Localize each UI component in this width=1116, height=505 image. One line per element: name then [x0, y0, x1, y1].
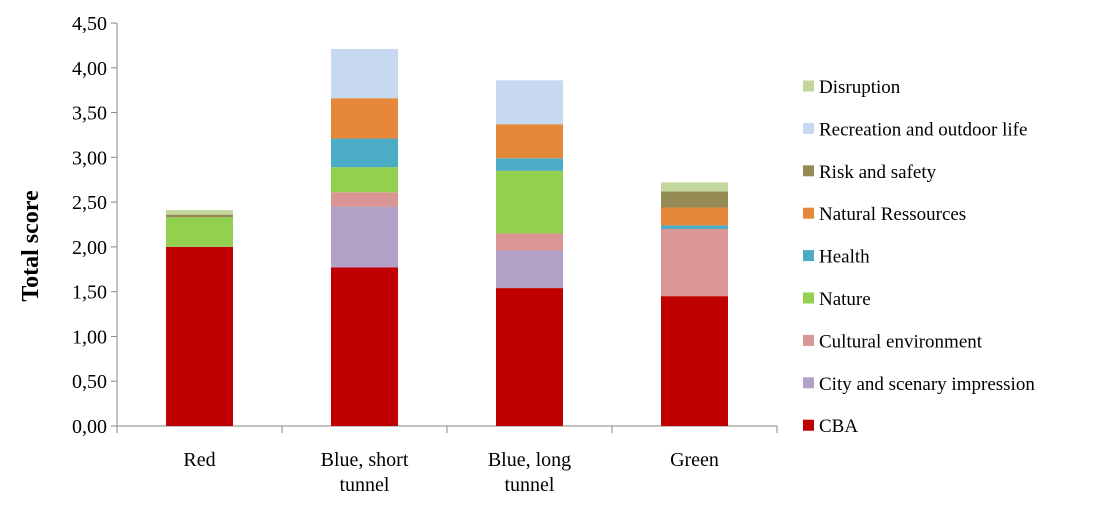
bar-segment: Natural Ressources: 0.45: [331, 98, 398, 139]
legend-swatch: [803, 80, 814, 92]
bar-segment: Natural Ressources: 0.38: [496, 124, 563, 159]
y-tick-label: 4,00: [72, 58, 107, 80]
bar-segment: Risk and safety: 0.18: [661, 191, 728, 208]
bar-segment: Nature: 0.7: [496, 170, 563, 234]
y-tick-labels: 0,00 0,50 1,00 1,50 2,00 2,50 3,00 3,50 4,00 4,50: [72, 13, 107, 438]
legend-item: City and scenary impression: [803, 374, 1035, 395]
bar-segment: CBA: 2: [166, 246, 233, 426]
bar-segment: Disruption: 0.1: [661, 182, 728, 192]
bar-segment: City and scenary impression: 0.42: [496, 250, 563, 289]
x-category-label: Red: [183, 449, 215, 471]
legend-item: Nature: [803, 289, 871, 310]
y-tick-label: 1,00: [72, 326, 107, 348]
y-tick-label: 0,00: [72, 416, 107, 438]
chart-bars: CBA: 2Nature: 0.33Risk and safety: 0.03D…: [166, 48, 728, 426]
bar-segment: Nature: 0.33: [166, 217, 233, 247]
y-tick-label: 0,50: [72, 371, 107, 393]
bar-segment: Recreation and outdoor life: 0.49: [496, 80, 563, 125]
x-category-labels: Red Blue, short tunnel Blue, long tunnel Gree…: [183, 449, 719, 496]
y-tick-label: 2,50: [72, 192, 107, 214]
legend-swatch: [803, 377, 814, 389]
legend-label: Natural Ressources: [819, 204, 966, 225]
chart-legend: Disruption Recreation and outdoor life Ris…: [803, 77, 1035, 437]
y-tick-label: 3,50: [72, 103, 107, 125]
legend-item: Disruption: [803, 77, 901, 98]
bar-segment: Risk and safety: 0.03: [166, 214, 233, 218]
legend-label: Cultural environment: [819, 331, 983, 352]
legend-swatch: [803, 250, 814, 262]
bar-segment: City and scenary impression: 0.68: [331, 206, 398, 268]
legend-label: Health: [819, 247, 870, 268]
legend-item: Health: [803, 247, 870, 268]
legend-swatch: [803, 122, 814, 134]
bar-segment: CBA: 1.77: [331, 267, 398, 426]
legend-label: Risk and safety: [819, 162, 937, 183]
legend-item: CBA: [803, 416, 858, 437]
legend-swatch: [803, 292, 814, 304]
legend-item: Recreation and outdoor life: [803, 119, 1027, 140]
y-tick-label: 3,00: [72, 147, 107, 169]
legend-label: City and scenary impression: [819, 374, 1035, 395]
bar-segment: Nature: 0.28: [331, 167, 398, 193]
legend-swatch: [803, 419, 814, 431]
y-tick-label: 2,00: [72, 237, 107, 259]
legend-item: Risk and safety: [803, 162, 937, 183]
bar-segment: CBA: 1.54: [496, 288, 563, 426]
legend-swatch: [803, 207, 814, 219]
legend-label: Nature: [819, 289, 871, 310]
legend-item: Cultural environment: [803, 331, 983, 352]
bar-segment: Natural Ressources: 0.2: [661, 207, 728, 226]
bar-segment: Disruption: 0.05: [166, 210, 233, 215]
legend-label: Disruption: [819, 77, 901, 98]
legend-label: Recreation and outdoor life: [819, 119, 1027, 140]
y-tick-label: 4,50: [72, 13, 107, 35]
bar-segment: Health: 0.14: [496, 158, 563, 171]
x-category-label: Blue, long tunnel: [488, 449, 571, 496]
y-axis-label: Total score: [18, 190, 44, 302]
legend-item: Natural Ressources: [803, 204, 966, 225]
bar-segment: Health: 0.04: [661, 225, 728, 229]
x-category-label: Blue, short tunnel: [321, 449, 409, 496]
bar-segment: Cultural environment: 0.19: [496, 233, 563, 251]
bar-segment: Health: 0.32: [331, 138, 398, 168]
legend-swatch: [803, 334, 814, 346]
bar-segment: Cultural environment: 0.16: [331, 192, 398, 207]
x-category-label: Green: [670, 449, 719, 471]
bar-segment: Recreation and outdoor life: 0.55: [331, 48, 398, 99]
bar-segment: CBA: 1.45: [661, 296, 728, 426]
legend-swatch: [803, 165, 814, 177]
legend-label: CBA: [819, 416, 858, 437]
y-tick-label: 1,50: [72, 282, 107, 304]
bar-segment: Cultural environment: 0.75: [661, 228, 728, 297]
